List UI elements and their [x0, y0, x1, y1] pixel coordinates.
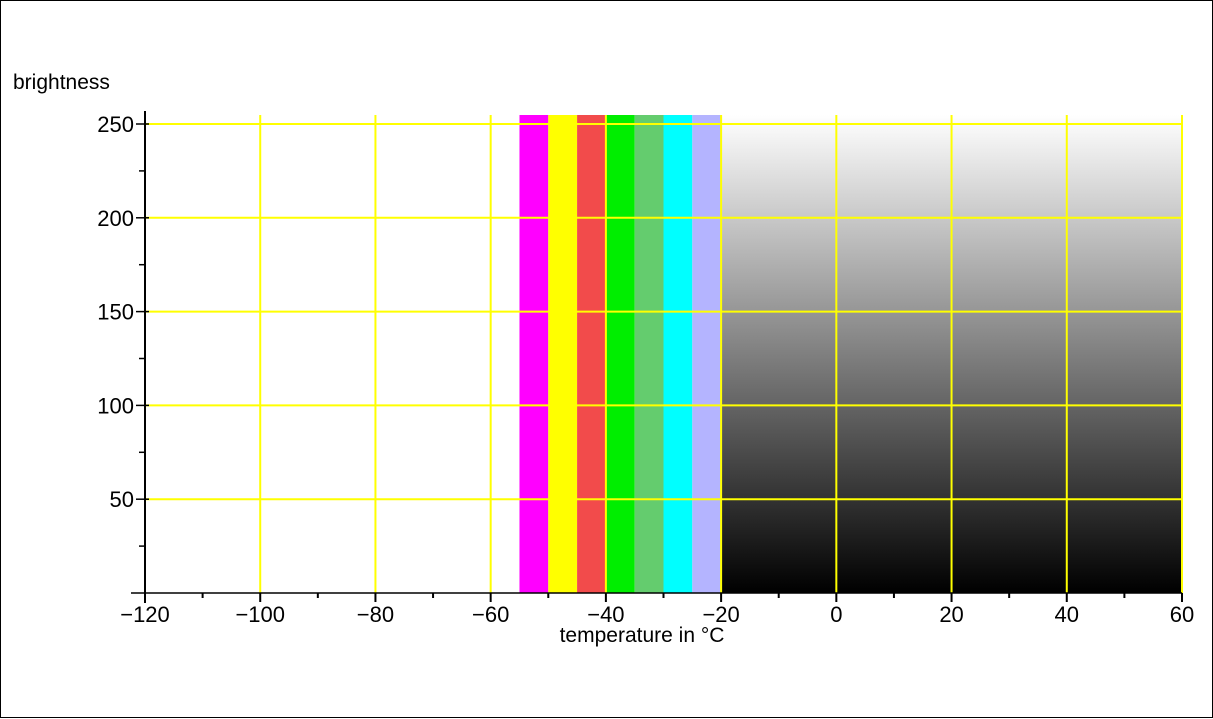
- y-tick-label: 150: [97, 300, 134, 325]
- x-tick-label: −120: [120, 602, 170, 627]
- y-tick-label: 200: [97, 206, 134, 231]
- y-tick-label: 100: [97, 393, 134, 418]
- color-band-2: [577, 115, 606, 593]
- color-band-4: [634, 115, 664, 593]
- color-band-3: [605, 115, 635, 593]
- axes: [131, 111, 1183, 603]
- x-tick-label: −100: [235, 602, 285, 627]
- color-band-1: [548, 115, 578, 593]
- color-band-6: [692, 115, 722, 593]
- color-band-0: [519, 115, 549, 593]
- x-axis-title: temperature in °C: [560, 624, 725, 647]
- y-tick-label: 50: [110, 487, 134, 512]
- tick-labels: −120 −100 −80 −60 −40 −20 0 20 40 60 50 100 150 200 25…: [97, 112, 1194, 627]
- x-tick-label: 0: [830, 602, 842, 627]
- x-tick-label: −40: [587, 602, 624, 627]
- color-bands: [519, 115, 722, 593]
- x-tick-label: 60: [1170, 602, 1194, 627]
- color-band-5: [663, 115, 693, 593]
- x-tick-label: −80: [357, 602, 394, 627]
- x-tick-label: 40: [1055, 602, 1079, 627]
- x-tick-label: 20: [939, 602, 963, 627]
- grid: [145, 115, 1183, 593]
- y-axis-title: brightness: [13, 71, 110, 94]
- x-tick-label: −20: [702, 602, 739, 627]
- x-tick-label: −60: [472, 602, 509, 627]
- y-tick-label: 250: [97, 112, 134, 137]
